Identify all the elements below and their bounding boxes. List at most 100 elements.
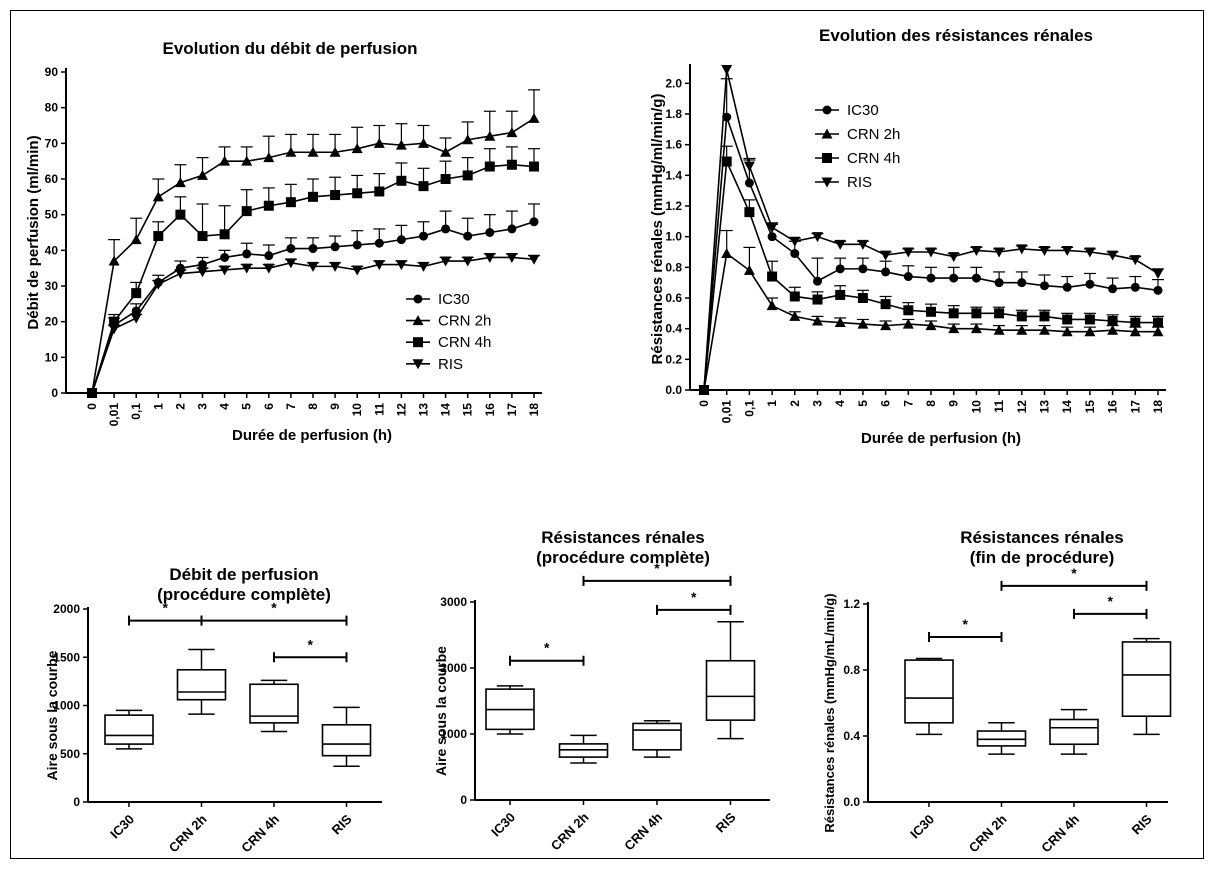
x-tick-label: 12 bbox=[394, 403, 408, 417]
data-point bbox=[1084, 314, 1095, 325]
data-point bbox=[374, 238, 384, 248]
x-tick-label: 5 bbox=[240, 403, 254, 410]
data-point bbox=[440, 256, 452, 267]
data-point bbox=[108, 324, 120, 335]
data-point bbox=[528, 254, 540, 265]
data-point bbox=[1152, 326, 1164, 337]
data-point bbox=[329, 146, 341, 157]
chart-title: Evolution du débit de perfusion bbox=[163, 39, 418, 58]
data-point bbox=[263, 263, 275, 274]
x-tick-label: 4 bbox=[833, 400, 847, 407]
data-point bbox=[857, 239, 869, 250]
data-point bbox=[948, 323, 960, 334]
y-tick-label: 1.2 bbox=[843, 597, 860, 611]
legend-label: IC30 bbox=[438, 291, 470, 308]
data-point bbox=[948, 308, 959, 319]
data-point bbox=[308, 191, 318, 202]
x-tick-label: 13 bbox=[1038, 400, 1052, 414]
data-point bbox=[926, 306, 936, 317]
x-tick-label: 10 bbox=[350, 403, 364, 417]
data-point bbox=[722, 112, 732, 122]
data-point bbox=[902, 318, 914, 329]
y-tick-label: 10 bbox=[45, 350, 59, 364]
x-tick-label: CRN 2h bbox=[548, 809, 592, 853]
box bbox=[1121, 641, 1172, 718]
data-point bbox=[1016, 311, 1027, 322]
data-point bbox=[373, 137, 385, 148]
x-tick-label: 16 bbox=[483, 403, 497, 417]
y-tick-label: 1500 bbox=[53, 650, 80, 664]
chart-title: Résistances rénales bbox=[960, 528, 1124, 547]
y-tick-label: 0.6 bbox=[665, 291, 682, 305]
y-tick-label: 1.4 bbox=[665, 168, 682, 182]
data-point bbox=[395, 260, 407, 271]
x-tick-label: CRN 4h bbox=[238, 811, 282, 855]
data-point bbox=[418, 181, 429, 192]
box bbox=[321, 723, 372, 757]
data-point bbox=[1130, 317, 1141, 328]
legend-label: CRN 2h bbox=[847, 126, 900, 143]
significance-star: * bbox=[1071, 565, 1077, 581]
x-tick-label: 0 bbox=[697, 400, 711, 407]
data-point bbox=[1152, 268, 1164, 279]
data-point bbox=[373, 260, 385, 271]
legend-marker bbox=[821, 177, 833, 188]
data-point bbox=[1129, 255, 1141, 266]
data-point bbox=[721, 156, 732, 167]
data-point bbox=[721, 248, 733, 259]
data-point bbox=[285, 197, 296, 208]
data-point bbox=[462, 134, 474, 145]
data-point bbox=[130, 313, 142, 324]
data-point bbox=[197, 267, 208, 278]
x-tick-label: 9 bbox=[328, 403, 342, 410]
data-point bbox=[329, 261, 341, 272]
data-point bbox=[970, 245, 982, 256]
data-point bbox=[1084, 247, 1096, 258]
data-point bbox=[857, 293, 868, 303]
box bbox=[176, 668, 227, 701]
data-point bbox=[285, 258, 297, 269]
data-point bbox=[285, 146, 297, 157]
data-point bbox=[153, 231, 164, 242]
x-tick-label: 8 bbox=[924, 400, 938, 407]
data-point bbox=[242, 249, 252, 259]
data-point bbox=[1107, 316, 1118, 326]
box bbox=[904, 659, 954, 724]
y-tick-label: 1.2 bbox=[665, 199, 682, 213]
x-tick-label: 12 bbox=[1015, 400, 1029, 414]
data-point bbox=[440, 146, 452, 157]
data-point bbox=[152, 279, 164, 290]
y-tick-label: 2000 bbox=[53, 602, 80, 616]
data-point bbox=[441, 224, 451, 234]
legend-label: CRN 4h bbox=[847, 150, 900, 167]
data-point bbox=[1040, 281, 1049, 291]
x-tick-label: 11 bbox=[992, 400, 1006, 413]
data-point bbox=[395, 139, 407, 150]
data-point bbox=[925, 320, 937, 331]
box bbox=[1049, 718, 1099, 746]
x-axis-label: Durée de perfusion (h) bbox=[232, 427, 392, 444]
y-tick-label: 40 bbox=[45, 243, 59, 257]
x-tick-label: 8 bbox=[306, 403, 320, 410]
x-tick-label: CRN 2h bbox=[166, 811, 210, 855]
data-point bbox=[1016, 244, 1028, 255]
data-point bbox=[219, 229, 230, 240]
data-point bbox=[1107, 324, 1119, 335]
significance-star: * bbox=[163, 600, 169, 616]
significance-star: * bbox=[308, 636, 314, 652]
y-tick-label: 1000 bbox=[53, 699, 80, 713]
data-point bbox=[352, 188, 363, 199]
data-point bbox=[812, 294, 823, 305]
data-point bbox=[698, 385, 710, 396]
data-point bbox=[858, 264, 868, 274]
data-point bbox=[440, 174, 451, 184]
data-point bbox=[418, 261, 429, 272]
y-tick-label: 0 bbox=[51, 386, 58, 400]
data-point bbox=[880, 320, 892, 331]
significance-star: * bbox=[963, 616, 969, 632]
chart-title: Evolution des résistances rénales bbox=[819, 26, 1093, 45]
data-point bbox=[767, 232, 777, 242]
data-point bbox=[374, 186, 385, 197]
y-axis-label: Débit de perfusion (ml/min) bbox=[25, 135, 42, 329]
data-point bbox=[418, 137, 429, 148]
